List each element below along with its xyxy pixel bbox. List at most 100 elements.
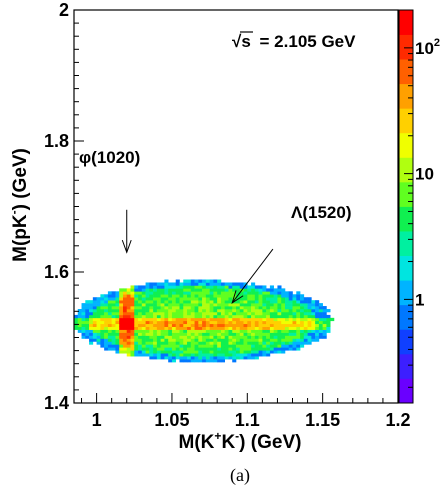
heatmap-cell xyxy=(134,326,139,330)
x-tick-label: 1.05 xyxy=(154,410,189,430)
heatmap-cell xyxy=(330,317,335,322)
heatmap-cell xyxy=(198,320,203,325)
heatmap-cell xyxy=(194,320,199,325)
heatmap-cell xyxy=(168,300,173,304)
heatmap-cell xyxy=(224,347,229,351)
heatmap-cell xyxy=(179,303,184,307)
colorbar-segment xyxy=(399,206,413,232)
heatmap-cell xyxy=(119,297,124,301)
heatmap-cell xyxy=(251,288,256,292)
heatmap-cell xyxy=(138,288,143,292)
heatmap-cell xyxy=(269,347,274,351)
heatmap-cell xyxy=(111,335,116,339)
heatmap-cell xyxy=(160,350,165,354)
heatmap-cell xyxy=(288,303,293,307)
heatmap-cell xyxy=(104,294,109,298)
heatmap-cell xyxy=(224,306,229,310)
heatmap-cell xyxy=(254,332,259,336)
heatmap-cell xyxy=(296,332,301,336)
heatmap-cell xyxy=(296,314,301,319)
heatmap-cell xyxy=(115,297,120,301)
heatmap-cell xyxy=(141,288,146,292)
heatmap-cell xyxy=(168,335,173,339)
heatmap-cell xyxy=(251,347,256,351)
heatmap-cell xyxy=(153,335,158,339)
heatmap-cell xyxy=(220,306,225,310)
heatmap-cell xyxy=(239,303,244,307)
heatmap-cell xyxy=(194,285,199,289)
heatmap-cell xyxy=(145,323,150,327)
heatmap-cell xyxy=(160,329,165,333)
heatmap-cell xyxy=(198,344,203,348)
heatmap-cell xyxy=(311,300,316,304)
heatmap-cell xyxy=(171,288,177,292)
heatmap-cell xyxy=(100,303,105,307)
heatmap-cell xyxy=(194,338,199,342)
heatmap-cell xyxy=(156,335,161,339)
heatmap-cell xyxy=(198,288,203,292)
heatmap-cell xyxy=(284,338,290,342)
heatmap-cell xyxy=(107,326,112,330)
heatmap-cell xyxy=(277,291,282,295)
heatmap-cell xyxy=(254,314,259,319)
heatmap-cell xyxy=(153,285,158,289)
heatmap-cell xyxy=(292,329,297,333)
heatmap-cell xyxy=(130,291,135,295)
heatmap-cell xyxy=(281,338,286,342)
heatmap-cell xyxy=(251,323,256,327)
heatmap-cell xyxy=(217,356,222,360)
heatmap-cell xyxy=(202,294,207,298)
heatmap-cell xyxy=(269,350,274,354)
heatmap-cell xyxy=(303,326,308,330)
heatmap-cell xyxy=(85,303,90,307)
heatmap-cell xyxy=(228,294,233,298)
heatmap-cell xyxy=(190,344,195,348)
heatmap-cell xyxy=(243,341,248,345)
heatmap-cell xyxy=(209,306,214,310)
heatmap-cell xyxy=(292,317,297,322)
heatmap-cell xyxy=(213,338,218,342)
heatmap-cell xyxy=(247,311,252,316)
heatmap-cell xyxy=(168,338,173,342)
heatmap-cell xyxy=(315,329,320,333)
heatmap-cell xyxy=(236,350,241,354)
heatmap-cell xyxy=(239,282,244,286)
heatmap-cell xyxy=(145,297,150,301)
heatmap-cell xyxy=(205,300,210,304)
heatmap-cell xyxy=(190,317,195,322)
heatmap-cell xyxy=(266,320,271,325)
heatmap-cell xyxy=(205,353,210,357)
heatmap-cell xyxy=(160,285,165,289)
heatmap-cell xyxy=(145,347,150,351)
heatmap-cell xyxy=(194,288,199,292)
heatmap-cell xyxy=(273,294,278,298)
heatmap-cell xyxy=(220,329,225,333)
heatmap-cell xyxy=(322,314,327,319)
heatmap-cell xyxy=(209,285,214,289)
heatmap-cell xyxy=(156,291,161,295)
heatmap-cell xyxy=(164,291,169,295)
heatmap-cell xyxy=(213,335,218,339)
heatmap-cell xyxy=(239,347,244,351)
heatmap-cell xyxy=(119,335,124,339)
heatmap-cell xyxy=(247,347,252,351)
heatmap-cell xyxy=(205,335,210,339)
heatmap-cell xyxy=(77,320,82,325)
heatmap-cell xyxy=(179,297,184,301)
heatmap-cell xyxy=(171,326,177,330)
heatmap-cell xyxy=(243,347,248,351)
heatmap-cell xyxy=(247,294,252,298)
heatmap-cell xyxy=(266,300,271,304)
heatmap-cell xyxy=(254,303,259,307)
heatmap-cell xyxy=(243,288,248,292)
heatmap-cell xyxy=(281,335,286,339)
heatmap-cell xyxy=(89,300,94,304)
heatmap-cell xyxy=(288,306,293,310)
heatmap-cell xyxy=(115,294,120,298)
heatmap-cell xyxy=(156,285,161,289)
heatmap-cell xyxy=(175,326,180,330)
heatmap-cell xyxy=(85,326,90,330)
heatmap-cell xyxy=(318,326,323,330)
heatmap-cell xyxy=(130,338,135,342)
heatmap-cell xyxy=(217,282,222,286)
